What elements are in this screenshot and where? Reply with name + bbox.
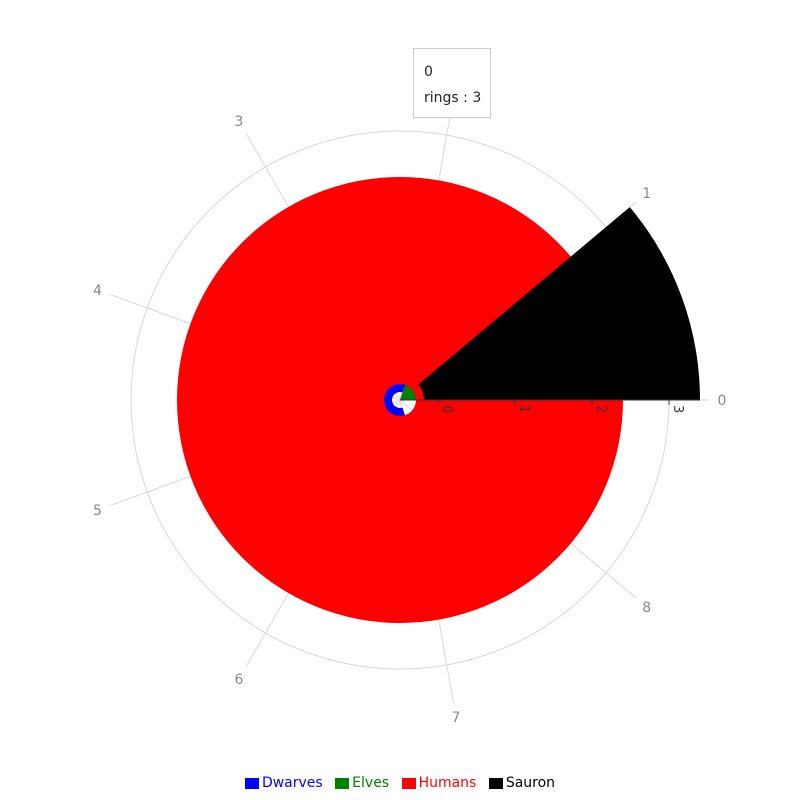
tooltip-row: rings : 3: [424, 90, 482, 106]
radial-tick-label: 0: [439, 405, 454, 413]
radial-tick-label: 2: [593, 405, 608, 413]
chart-tooltip: 0 rings : 3: [413, 48, 491, 118]
legend-label: Dwarves: [261, 775, 323, 791]
legend-item-sauron[interactable]: Sauron: [488, 775, 556, 791]
legend-label: Humans: [418, 775, 477, 791]
radial-tick-label: 3: [670, 405, 685, 413]
legend-item-dwarves[interactable]: Dwarves: [244, 775, 323, 791]
tooltip-title: 0: [424, 64, 433, 80]
tooltip-value: 3: [472, 90, 482, 106]
angular-tick-label: 3: [235, 114, 244, 130]
legend-swatch: [401, 777, 416, 789]
angular-tick-label: 4: [93, 283, 102, 299]
legend-swatch: [335, 777, 350, 789]
chart-tick-labels: 0 1 2 3 0 1 3 4 5 6 7 8: [93, 114, 727, 726]
radial-tick-label: 1: [516, 405, 531, 413]
legend-swatch: [488, 777, 503, 789]
bar-sauron[interactable]: [418, 207, 700, 400]
tooltip-label: rings: [424, 90, 459, 106]
chart-bars: [177, 177, 700, 623]
angular-tick-label: 0: [718, 393, 727, 409]
legend-item-humans[interactable]: Humans: [401, 775, 477, 791]
angular-tick-label: 7: [451, 710, 460, 726]
angular-tick-label: 1: [642, 186, 651, 202]
angular-tick-label: 6: [235, 672, 244, 688]
legend-label: Elves: [352, 775, 390, 791]
legend-item-elves[interactable]: Elves: [335, 775, 389, 791]
angular-tick-label: 5: [93, 503, 102, 519]
bar-humans[interactable]: [177, 177, 623, 623]
legend-swatch: [244, 777, 259, 789]
angular-tick-label: 8: [642, 600, 651, 616]
legend-label: Sauron: [505, 775, 556, 791]
chart-legend: Dwarves Elves Humans Sauron: [0, 775, 800, 793]
